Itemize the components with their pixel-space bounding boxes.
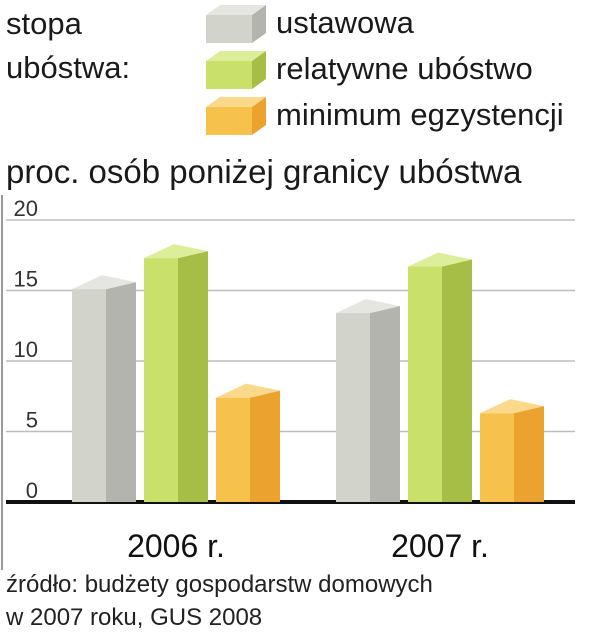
legend-label-ustawowa: ustawowa bbox=[276, 5, 414, 40]
legend-swatch-side bbox=[252, 51, 266, 89]
legend-swatch-front bbox=[206, 15, 252, 43]
legend-swatch-top bbox=[206, 97, 266, 107]
bar-relatywne-ubóstwo-0-top bbox=[144, 244, 208, 259]
bar-minimum-egzystencji-0-front bbox=[216, 397, 250, 502]
x-category-label: 2006 r. bbox=[127, 528, 225, 564]
bar-ustawowa-0-front bbox=[72, 289, 106, 502]
bar-relatywne-ubóstwo-1-front bbox=[408, 266, 442, 502]
bar-minimum-egzystencji-0-top bbox=[216, 383, 280, 398]
legend-label-minimum: minimum egzystencji bbox=[276, 97, 564, 132]
y-tick-label: 0 bbox=[26, 478, 38, 503]
legend-item-minimum: minimum egzystencji bbox=[200, 92, 564, 138]
source-note: źródło: budżety gospodarstw domowych w 2… bbox=[6, 568, 433, 634]
bar-ustawowa-0-side bbox=[106, 282, 136, 502]
bar-relatywne-ubóstwo-1-side bbox=[442, 259, 472, 502]
legend-swatch-side bbox=[252, 97, 266, 135]
bar-ustawowa-0-top bbox=[72, 275, 136, 290]
source-line1: źródło: budżety gospodarstw domowych bbox=[6, 571, 433, 598]
bar-ustawowa-1-top bbox=[336, 299, 400, 314]
legend-title-line2: ubóstwa: bbox=[6, 50, 131, 85]
bar-minimum-egzystencji-1-front bbox=[480, 413, 514, 502]
bar-relatywne-ubóstwo-1-top bbox=[408, 252, 472, 267]
bar-ustawowa-1-front bbox=[336, 313, 370, 502]
bar-relatywne-ubóstwo-0-front bbox=[144, 258, 178, 502]
legend-label-relatywne: relatywne ubóstwo bbox=[276, 51, 533, 86]
bar-minimum-egzystencji-1-side bbox=[514, 406, 544, 502]
legend-item-relatywne: relatywne ubóstwo bbox=[200, 46, 533, 92]
x-category-label: 2007 r. bbox=[391, 528, 489, 564]
y-tick-label: 20 bbox=[14, 196, 38, 221]
bar-minimum-egzystencji-0-side bbox=[250, 390, 280, 502]
legend-title: stopa ubóstwa: bbox=[6, 2, 206, 90]
legend-swatch-ustawowa bbox=[206, 5, 266, 43]
bar-ustawowa-1-side bbox=[370, 306, 400, 502]
legend-swatch-side bbox=[252, 5, 266, 43]
legend-swatch-top bbox=[206, 5, 266, 15]
y-tick-label: 15 bbox=[14, 267, 38, 292]
legend-swatch-front bbox=[206, 107, 252, 135]
legend-item-ustawowa: ustawowa bbox=[200, 0, 414, 46]
legend-swatch-relatywne bbox=[206, 51, 266, 89]
source-line2: w 2007 roku, GUS 2008 bbox=[6, 604, 263, 631]
legend-swatch-front bbox=[206, 61, 252, 89]
bar-minimum-egzystencji-1-top bbox=[480, 399, 544, 414]
legend-swatch-minimum bbox=[206, 97, 266, 135]
bar-chart: 0 5 10 15 20 2006 r. 2007 r. bbox=[1, 195, 575, 570]
y-tick-label: 5 bbox=[26, 408, 38, 433]
bar-relatywne-ubóstwo-0-side bbox=[178, 251, 208, 502]
y-tick-label: 10 bbox=[14, 337, 38, 362]
legend-title-line1: stopa bbox=[6, 6, 82, 41]
legend-swatch-top bbox=[206, 51, 266, 61]
chart-title: proc. osób poniżej granicy ubóstwa bbox=[6, 153, 522, 190]
